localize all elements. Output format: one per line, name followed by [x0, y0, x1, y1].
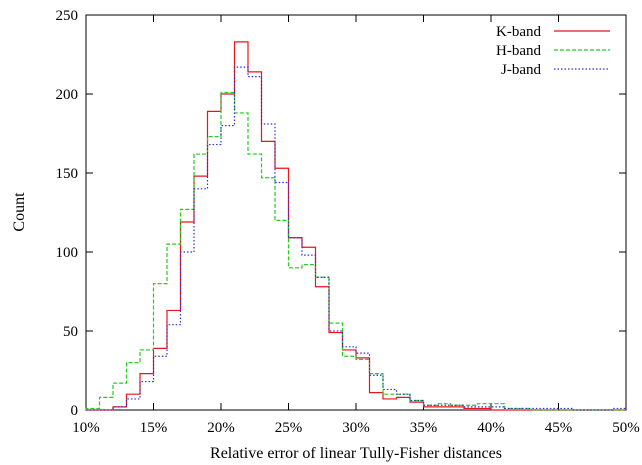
- x-tick-label: 40%: [477, 420, 505, 436]
- y-axis-title: Count: [11, 192, 28, 232]
- x-tick-label: 10%: [72, 420, 100, 436]
- x-tick-label: 50%: [612, 420, 640, 436]
- y-tick-label: 250: [56, 8, 79, 24]
- x-tick-label: 25%: [275, 420, 303, 436]
- x-tick-label: 15%: [140, 420, 168, 436]
- y-tick-label: 50: [63, 324, 78, 340]
- x-tick-label: 30%: [342, 420, 370, 436]
- legend: K-band H-band J-band: [496, 24, 610, 78]
- y-tick-label: 150: [56, 166, 79, 182]
- x-tick-label: 20%: [207, 420, 235, 436]
- series-line-h-band: [85, 91, 626, 411]
- x-tick-label: 45%: [545, 420, 573, 436]
- y-tick-label: 100: [56, 245, 79, 261]
- y-tick-label: 200: [56, 87, 79, 103]
- series-line-j-band: [86, 66, 627, 411]
- series-layer: [85, 41, 627, 411]
- y-tick-label: 0: [71, 403, 79, 419]
- x-axis-title: Relative error of linear Tully-Fisher di…: [210, 445, 502, 462]
- legend-label-j-band: J-band: [501, 62, 541, 78]
- axis-tick-labels: 10% 15% 20% 25% 30% 35% 40% 45% 50% 0 50 100 150 200 2…: [56, 8, 640, 436]
- legend-label-h-band: H-band: [496, 43, 541, 59]
- x-tick-label: 35%: [410, 420, 438, 436]
- legend-label-k-band: K-band: [496, 24, 541, 40]
- series-line-k-band: [86, 41, 626, 411]
